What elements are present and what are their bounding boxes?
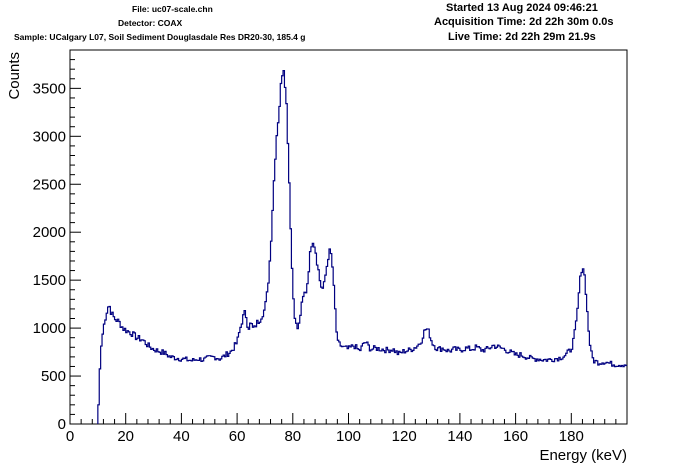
x-tick-label: 140 [447, 428, 472, 445]
y-tick-label: 3000 [33, 128, 66, 145]
detector-label: Detector: COAX [118, 18, 183, 28]
spectrum-line [97, 70, 627, 424]
y-tick-label: 2500 [33, 176, 66, 193]
acquisition-time-label: Acquisition Time: 2d 22h 30m 0.0s [434, 16, 614, 28]
y-tick-label: 500 [41, 368, 66, 385]
y-tick-label: 0 [58, 416, 66, 433]
live-time-label: Live Time: 2d 22h 29m 21.9s [448, 31, 596, 43]
y-tick-label: 1500 [33, 272, 66, 289]
y-axis-title: Counts [6, 52, 23, 100]
x-tick-label: 60 [229, 428, 246, 445]
x-tick-label: 100 [336, 428, 361, 445]
y-tick-label: 2000 [33, 224, 66, 241]
file-label: File: uc07-scale.chn [132, 4, 213, 14]
x-tick-label: 20 [117, 428, 134, 445]
started-label: Started 13 Aug 2024 09:46:21 [446, 2, 598, 14]
y-tick-label: 1000 [33, 320, 66, 337]
sample-label: Sample: UCalgary L07, Soil Sediment Doug… [14, 32, 306, 42]
plot-frame [69, 49, 628, 425]
x-tick-label: 160 [503, 428, 528, 445]
y-tick-label: 3500 [33, 80, 66, 97]
x-tick-label: 180 [559, 428, 584, 445]
x-tick-label: 80 [284, 428, 301, 445]
x-tick-label: 40 [173, 428, 190, 445]
x-tick-label: 0 [66, 428, 74, 445]
x-tick-label: 120 [392, 428, 417, 445]
x-axis-title: Energy (keV) [539, 447, 627, 464]
